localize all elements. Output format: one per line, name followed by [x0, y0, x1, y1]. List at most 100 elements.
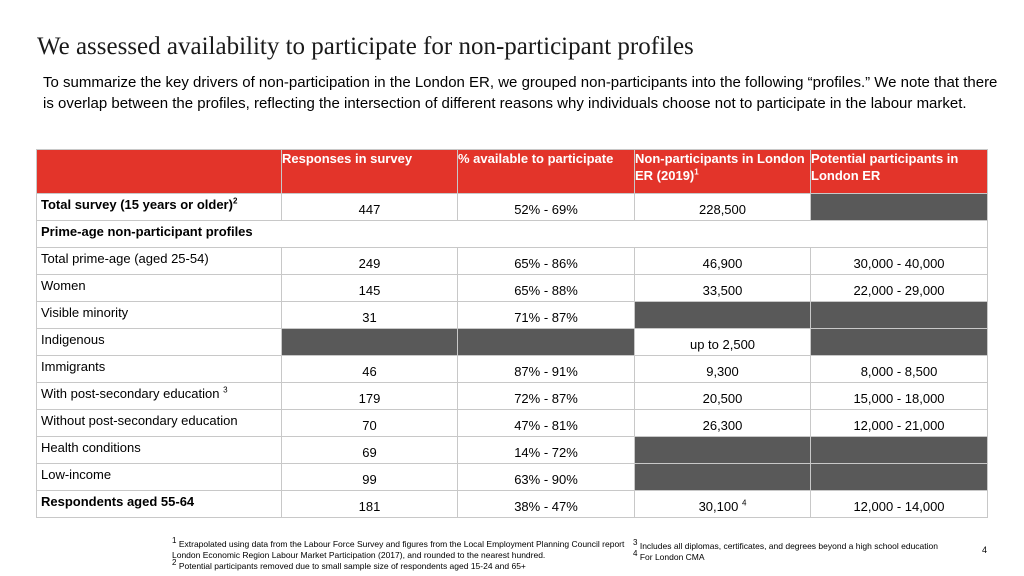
header-blank: [36, 149, 282, 194]
row-label: With post-secondary education 3: [36, 382, 282, 410]
footnotes-right: 3 Includes all diplomas, certificates, a…: [633, 538, 978, 563]
footnote-number: 3: [633, 538, 638, 548]
row-label: Women: [36, 274, 282, 302]
cell-potential: 12,000 - 14,000: [810, 490, 988, 518]
table-row: Indigenous up to 2,500: [36, 328, 988, 356]
table-row-total: Total survey (15 years or older)2 447 52…: [36, 193, 988, 221]
row-label: Respondents aged 55-64: [36, 490, 282, 518]
table-row: Women 145 65% - 88% 33,500 22,000 - 29,0…: [36, 274, 988, 302]
footnote-2: 2 Potential participants removed due to …: [172, 558, 627, 572]
table-row: Without post-secondary education 70 47% …: [36, 409, 988, 437]
table-row: Immigrants 46 87% - 91% 9,300 8,000 - 8,…: [36, 355, 988, 383]
footnote-number: 1: [172, 536, 177, 546]
row-label: Immigrants: [36, 355, 282, 383]
cell-responses: 179: [281, 382, 458, 410]
cell-responses: 31: [281, 301, 458, 329]
section-label: Prime-age non-participant profiles: [36, 220, 988, 248]
footnote-4: 4 For London CMA: [633, 549, 978, 563]
cell-responses: 249: [281, 247, 458, 275]
cell-nonparticipants-empty: [634, 463, 811, 491]
footnote-marker: 3: [223, 385, 228, 395]
cell-available: 71% - 87%: [457, 301, 635, 329]
cell-nonparticipants-empty: [634, 436, 811, 464]
cell-potential: 22,000 - 29,000: [810, 274, 988, 302]
cell-responses: 181: [281, 490, 458, 518]
cell-available-empty: [457, 328, 635, 356]
cell-available: 65% - 88%: [457, 274, 635, 302]
table-row-aged-55-64: Respondents aged 55-64 181 38% - 47% 30,…: [36, 490, 988, 518]
table-row: Visible minority 31 71% - 87%: [36, 301, 988, 329]
row-label: Health conditions: [36, 436, 282, 464]
footnote-1-continued: London Economic Region Labour Market Par…: [172, 550, 546, 560]
cell-responses: 70: [281, 409, 458, 437]
row-label: Low-income: [36, 463, 282, 491]
profiles-table: Responses in survey % available to parti…: [36, 149, 988, 518]
cell-available: 47% - 81%: [457, 409, 635, 437]
cell-potential-empty: [810, 193, 988, 221]
footnote-4-text: For London CMA: [639, 552, 705, 562]
footnote-1-line1: Extrapolated using data from the Labour …: [178, 539, 625, 549]
cell-potential: 12,000 - 21,000: [810, 409, 988, 437]
row-label: Total survey (15 years or older)2: [36, 193, 282, 221]
cell-available: 63% - 90%: [457, 463, 635, 491]
footnote-marker: 2: [232, 196, 238, 206]
table-row: Health conditions 69 14% - 72%: [36, 436, 988, 464]
cell-potential-empty: [810, 301, 988, 329]
footnote-1: 1 Extrapolated using data from the Labou…: [172, 536, 627, 550]
footnote-number: 2: [172, 558, 177, 568]
cell-responses: 99: [281, 463, 458, 491]
cell-available: 38% - 47%: [457, 490, 635, 518]
cell-potential-empty: [810, 436, 988, 464]
cell-available: 72% - 87%: [457, 382, 635, 410]
row-label-text: Total survey (15 years or older): [41, 197, 233, 212]
row-label: Indigenous: [36, 328, 282, 356]
cell-nonparticipants: 20,500: [634, 382, 811, 410]
footnote-marker: 4: [741, 498, 747, 508]
cell-nonparticipants: up to 2,500: [634, 328, 811, 356]
cell-potential-empty: [810, 328, 988, 356]
cell-nonparticipants-value: 30,100: [698, 498, 739, 514]
cell-potential: 15,000 - 18,000: [810, 382, 988, 410]
header-available: % available to participate: [457, 149, 635, 194]
cell-nonparticipants: 30,100 4: [634, 490, 811, 518]
table-section-row: Prime-age non-participant profiles: [36, 220, 988, 248]
header-nonparticipants-label: Non-participants in London ER (2019): [635, 151, 805, 183]
footnotes-left: 1 Extrapolated using data from the Labou…: [172, 536, 627, 572]
cell-available: 14% - 72%: [457, 436, 635, 464]
cell-potential: 8,000 - 8,500: [810, 355, 988, 383]
cell-nonparticipants-empty: [634, 301, 811, 329]
header-nonparticipants: Non-participants in London ER (2019)1: [634, 149, 811, 194]
cell-nonparticipants: 33,500: [634, 274, 811, 302]
cell-responses: 145: [281, 274, 458, 302]
cell-responses-empty: [281, 328, 458, 356]
cell-available: 65% - 86%: [457, 247, 635, 275]
cell-potential: 30,000 - 40,000: [810, 247, 988, 275]
cell-available: 87% - 91%: [457, 355, 635, 383]
row-label-text: With post-secondary education: [41, 386, 220, 401]
row-label: Total prime-age (aged 25-54): [36, 247, 282, 275]
header-potential: Potential participants in London ER: [810, 149, 988, 194]
footnote-3: 3 Includes all diplomas, certificates, a…: [633, 538, 978, 552]
header-responses: Responses in survey: [281, 149, 458, 194]
cell-available: 52% - 69%: [457, 193, 635, 221]
table-header-row: Responses in survey % available to parti…: [36, 149, 988, 194]
table-row: With post-secondary education 3 179 72% …: [36, 382, 988, 410]
cell-nonparticipants: 46,900: [634, 247, 811, 275]
row-label: Visible minority: [36, 301, 282, 329]
page-title: We assessed availability to participate …: [37, 33, 694, 60]
footnote-3-text: Includes all diplomas, certificates, and…: [639, 541, 938, 551]
page-number: 4: [982, 545, 988, 555]
row-label: Without post-secondary education: [36, 409, 282, 437]
footnote-marker: 1: [694, 167, 699, 177]
cell-responses: 46: [281, 355, 458, 383]
cell-nonparticipants: 228,500: [634, 193, 811, 221]
cell-potential-empty: [810, 463, 988, 491]
cell-nonparticipants: 26,300: [634, 409, 811, 437]
cell-nonparticipants: 9,300: [634, 355, 811, 383]
table-row: Total prime-age (aged 25-54) 249 65% - 8…: [36, 247, 988, 275]
table-row: Low-income 99 63% - 90%: [36, 463, 988, 491]
footnote-number: 4: [633, 549, 638, 559]
cell-responses: 447: [281, 193, 458, 221]
intro-paragraph: To summarize the key drivers of non-part…: [43, 74, 998, 112]
cell-responses: 69: [281, 436, 458, 464]
